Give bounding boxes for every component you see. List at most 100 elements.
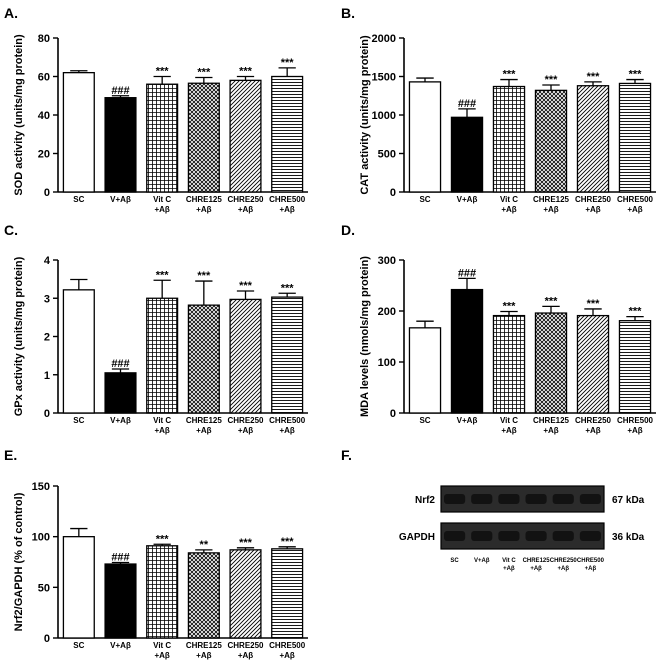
significance-label: ***: [156, 533, 170, 545]
x-tick-label: SC: [73, 416, 84, 425]
bar: [229, 298, 262, 414]
x-tick-label: CHRE500 +Aβ: [269, 195, 306, 214]
x-tick-label: CHRE500 +Aβ: [617, 416, 654, 435]
chart-panel-e: E. Nrf2/GAPDH (% of control) 0 50 100 150 SC ##…: [4, 447, 308, 660]
error-bar: [416, 77, 434, 82]
error-bar: [195, 76, 213, 84]
error-bar: [626, 78, 644, 84]
significance-label: ###: [111, 85, 129, 97]
y-tick-label: 0: [44, 633, 50, 645]
significance-label: ***: [281, 536, 295, 548]
blot-strip: [440, 485, 605, 513]
error-bar: [458, 108, 476, 118]
bar: [62, 72, 95, 193]
panel-label: A.: [4, 5, 18, 21]
significance-label: ###: [458, 267, 476, 279]
y-axis-label: Nrf2/GAPDH (% of control): [13, 492, 25, 631]
blot-band: [579, 531, 601, 541]
blot-band: [579, 494, 601, 504]
significance-label: ###: [111, 552, 129, 564]
size-label: 67 kDa: [612, 495, 645, 506]
x-tick-label: Vit C +Aβ: [153, 416, 171, 435]
x-tick-label: V+Aβ: [110, 195, 131, 204]
panel-label: D.: [341, 222, 355, 238]
y-axis-label: SOD activity (units/mg protein): [13, 34, 25, 196]
x-tick-label: CHRE250 +Aβ: [227, 416, 264, 435]
y-tick-label: 300: [378, 255, 396, 267]
y-tick-label: 0: [44, 187, 50, 199]
y-tick-label: 0: [44, 408, 50, 420]
error-bar: [542, 84, 560, 91]
bar: [618, 320, 652, 414]
bar: [271, 548, 304, 639]
blot-band: [498, 494, 520, 504]
lane-label: V+Aβ: [474, 558, 490, 564]
significance-label: ***: [545, 295, 559, 307]
x-tick-label: CHRE500 +Aβ: [269, 416, 306, 435]
lane-label: CHRE125 +Aβ: [523, 558, 551, 572]
blot-row-nrf2: Nrf2 67 kDa: [415, 485, 645, 513]
x-tick-label: CHRE250 +Aβ: [575, 195, 612, 214]
x-tick-label: CHRE125 +Aβ: [533, 195, 570, 214]
blot-band: [471, 494, 493, 504]
bar: [576, 85, 610, 193]
bar: [187, 82, 220, 193]
bar: [229, 79, 262, 193]
y-axis-label: GPx activity (units/mg protein): [13, 256, 25, 416]
error-bar: [70, 527, 88, 537]
bar: [576, 314, 610, 414]
panel-label: E.: [4, 447, 17, 463]
error-bar: [236, 547, 255, 550]
error-bar: [278, 292, 296, 298]
significance-label: ###: [458, 98, 476, 110]
x-tick-label: Vit C +Aβ: [500, 195, 518, 214]
bar: [408, 327, 442, 414]
y-tick-label: 60: [38, 72, 50, 84]
x-tick-label: CHRE250 +Aβ: [227, 641, 264, 660]
x-tick-label: CHRE125 +Aβ: [186, 641, 223, 660]
bar: [450, 288, 484, 414]
y-tick-label: 1: [44, 370, 50, 382]
error-bar: [153, 75, 171, 85]
bar: [146, 297, 179, 414]
y-tick-label: 2: [44, 332, 50, 344]
y-axis-label: CAT activity (units/mg protein): [359, 35, 371, 195]
y-tick-label: 0: [390, 187, 396, 199]
bar: [271, 75, 304, 193]
bar: [534, 312, 568, 414]
x-tick-label: CHRE125 +Aβ: [186, 195, 223, 214]
bar: [104, 563, 137, 639]
bar: [187, 304, 220, 414]
y-tick-label: 20: [38, 149, 50, 161]
error-bar: [153, 543, 171, 546]
error-bar: [111, 368, 130, 373]
y-tick-label: 100: [32, 532, 50, 544]
bar: [271, 296, 304, 414]
x-tick-label: SC: [73, 641, 84, 650]
error-bar: [111, 95, 130, 98]
blot-band: [525, 494, 547, 504]
blot-band: [444, 494, 466, 504]
panel-label: F.: [341, 447, 352, 463]
error-bar: [500, 78, 518, 87]
x-tick-label: CHRE125 +Aβ: [186, 416, 223, 435]
lane-label: CHRE250 +Aβ: [550, 558, 578, 572]
x-tick-label: SC: [419, 195, 430, 204]
error-bar: [70, 278, 88, 290]
significance-label: ***: [239, 280, 253, 292]
chart-panel-d: D. MDA levels (nmols/mg protein) 0 100 200 30…: [341, 222, 656, 435]
x-tick-label: SC: [419, 416, 430, 425]
protein-label: GAPDH: [399, 532, 435, 543]
bar: [492, 85, 526, 193]
x-tick-label: SC: [73, 195, 84, 204]
x-tick-label: CHRE500 +Aβ: [617, 195, 654, 214]
blot-band: [498, 531, 520, 541]
error-bar: [70, 70, 88, 73]
x-tick-label: Vit C +Aβ: [153, 641, 171, 660]
significance-label: ***: [281, 57, 295, 69]
y-tick-label: 3: [44, 293, 50, 305]
bar: [229, 549, 262, 639]
bar: [450, 116, 484, 193]
significance-label: ***: [156, 66, 170, 78]
